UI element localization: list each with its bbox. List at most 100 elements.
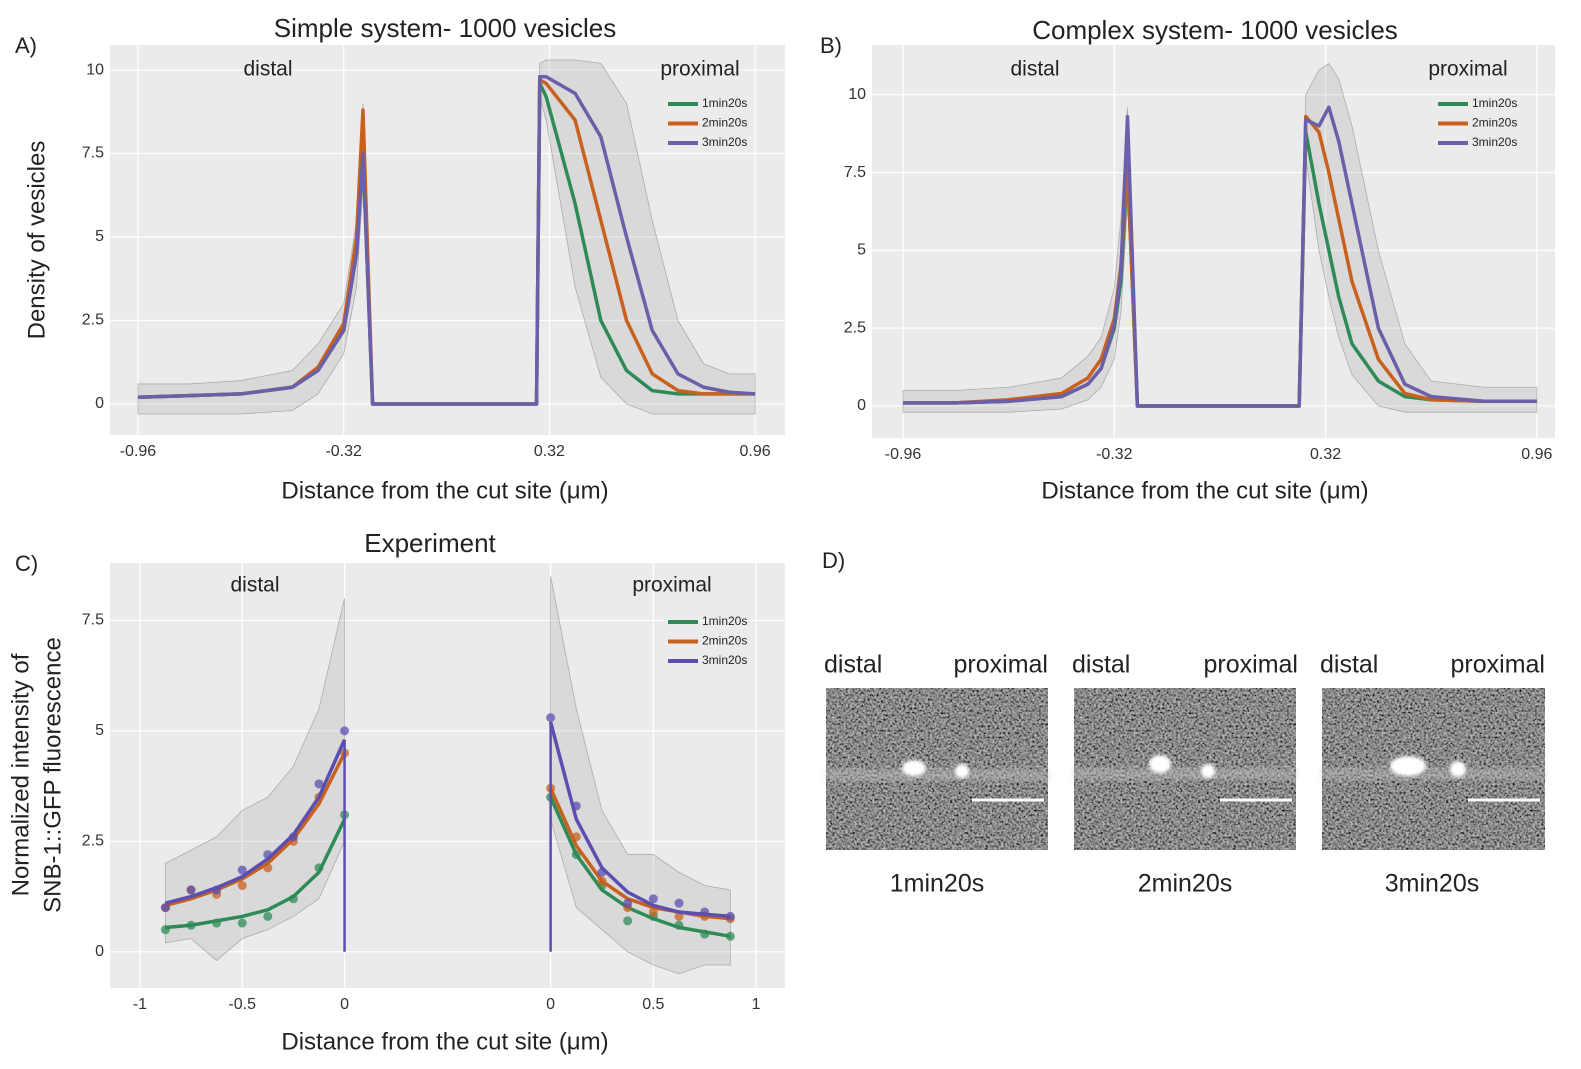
- proximal-label: proximal: [1204, 651, 1298, 679]
- y-axis-label: SNB-1::GFP fluorescence: [39, 637, 66, 913]
- axon: [826, 769, 1048, 781]
- image-caption: 2min20s: [1138, 870, 1233, 898]
- fit-line: [165, 752, 347, 908]
- x-tick-label: 0.96: [740, 443, 771, 460]
- x-tick-label: -0.96: [120, 443, 157, 460]
- panel-label: D): [822, 548, 845, 573]
- chart-title: Simple system- 1000 vesicles: [274, 13, 616, 43]
- legend-label: 1min20s: [702, 614, 747, 628]
- data-point: [237, 865, 247, 875]
- chart: 0 2.5 5 7.5 10 -0.96 -0.32 0.32 0.96 Complex syst…: [820, 15, 1555, 504]
- distal-label: distal: [1072, 651, 1130, 679]
- series-line: [903, 105, 1537, 408]
- legend-label: 3min20s: [702, 653, 747, 667]
- y-tick-label: 0: [95, 395, 104, 412]
- data-point: [340, 726, 350, 736]
- x-tick-label: -0.32: [325, 443, 362, 460]
- legend-label: 1min20s: [702, 96, 747, 110]
- fit-line: [549, 787, 731, 921]
- panel-label: C): [15, 551, 38, 576]
- series-line: [137, 74, 756, 406]
- y-tick-label: 5: [95, 228, 104, 245]
- x-axis-label: Distance from the cut site (μm): [1041, 477, 1368, 504]
- micrograph: [1074, 688, 1296, 850]
- blob: [902, 760, 926, 776]
- micrograph: [826, 688, 1048, 850]
- y-tick-label: 5: [95, 722, 104, 739]
- annotation: proximal: [632, 574, 711, 597]
- distal-label: distal: [1320, 651, 1378, 679]
- y-tick-label: 7.5: [82, 145, 104, 162]
- axon: [1322, 768, 1545, 780]
- data-point: [546, 713, 556, 723]
- x-tick-label: 0.32: [534, 443, 565, 460]
- micrograph: [1322, 688, 1545, 850]
- fit-line: [165, 739, 347, 905]
- legend-label: 1min20s: [1472, 96, 1517, 110]
- y-tick-label: 7.5: [82, 612, 104, 629]
- data-point: [263, 911, 273, 921]
- annotation: proximal: [1428, 58, 1507, 81]
- annotation: distal: [243, 58, 292, 81]
- panel-label: A): [15, 33, 37, 58]
- plot-background: [110, 563, 785, 988]
- legend-label: 2min20s: [1472, 116, 1517, 130]
- panel-d: D) distal proximal 1min20s distal proxim…: [822, 548, 1545, 898]
- y-tick-label: 2.5: [82, 312, 104, 329]
- panel-label: B): [820, 33, 842, 58]
- blob: [1149, 755, 1171, 773]
- x-tick-label: 0: [546, 996, 555, 1013]
- y-tick-label: 10: [848, 86, 866, 103]
- blob: [1390, 756, 1426, 776]
- x-axis-label: Distance from the cut site (μm): [281, 1028, 608, 1055]
- fit-line: [165, 818, 347, 930]
- data-point: [648, 907, 658, 917]
- data-point: [237, 918, 247, 928]
- chart-title: Experiment: [364, 528, 496, 558]
- x-tick-label: 0.5: [642, 996, 664, 1013]
- x-tick-label: 0.32: [1310, 446, 1341, 463]
- data-point: [674, 898, 684, 908]
- proximal-label: proximal: [954, 651, 1048, 679]
- data-point: [623, 898, 633, 908]
- x-tick-label: -0.5: [228, 996, 256, 1013]
- data-point: [186, 885, 196, 895]
- y-tick-label: 0: [95, 943, 104, 960]
- x-tick-label: -1: [133, 996, 147, 1013]
- y-tick-label: 10: [86, 61, 104, 78]
- y-tick-label: 2.5: [844, 319, 866, 336]
- y-tick-label: 7.5: [844, 164, 866, 181]
- legend-label: 3min20s: [1472, 135, 1517, 149]
- plot-background: [110, 45, 785, 435]
- data-point: [314, 779, 324, 789]
- annotation: distal: [1010, 58, 1059, 81]
- blob: [955, 764, 969, 778]
- x-axis-label: Distance from the cut site (μm): [281, 477, 608, 504]
- chart-title: Complex system- 1000 vesicles: [1032, 15, 1398, 45]
- chart: 0 2.5 5 7.5 10 -0.96 -0.32 0.32 0.96 Simple syste…: [15, 13, 785, 504]
- image-caption: 1min20s: [890, 870, 985, 898]
- data-point: [160, 903, 170, 913]
- blob: [1201, 764, 1215, 778]
- legend-label: 3min20s: [702, 135, 747, 149]
- legend-label: 2min20s: [702, 116, 747, 130]
- x-tick-label: 0: [340, 996, 349, 1013]
- blob: [1450, 761, 1466, 777]
- y-axis-label: Density of vesicles: [23, 141, 50, 340]
- y-axis-label: Normalized intensity of: [7, 653, 34, 896]
- y-tick-label: 0: [857, 397, 866, 414]
- chart: 0 2.5 5 7.5 -1 -0.5 0 0 0.5 1 Experiment C) Distance…: [7, 528, 785, 1055]
- annotation: proximal: [660, 58, 739, 81]
- legend-label: 2min20s: [702, 634, 747, 648]
- proximal-label: proximal: [1451, 651, 1545, 679]
- data-point: [623, 916, 633, 926]
- axon: [1074, 768, 1296, 780]
- x-tick-label: -0.96: [885, 446, 922, 463]
- x-tick-label: 0.96: [1521, 446, 1552, 463]
- fit-line: [549, 796, 731, 939]
- y-tick-label: 2.5: [82, 833, 104, 850]
- data-point: [237, 881, 247, 891]
- image-caption: 3min20s: [1385, 870, 1480, 898]
- x-tick-label: -0.32: [1096, 446, 1133, 463]
